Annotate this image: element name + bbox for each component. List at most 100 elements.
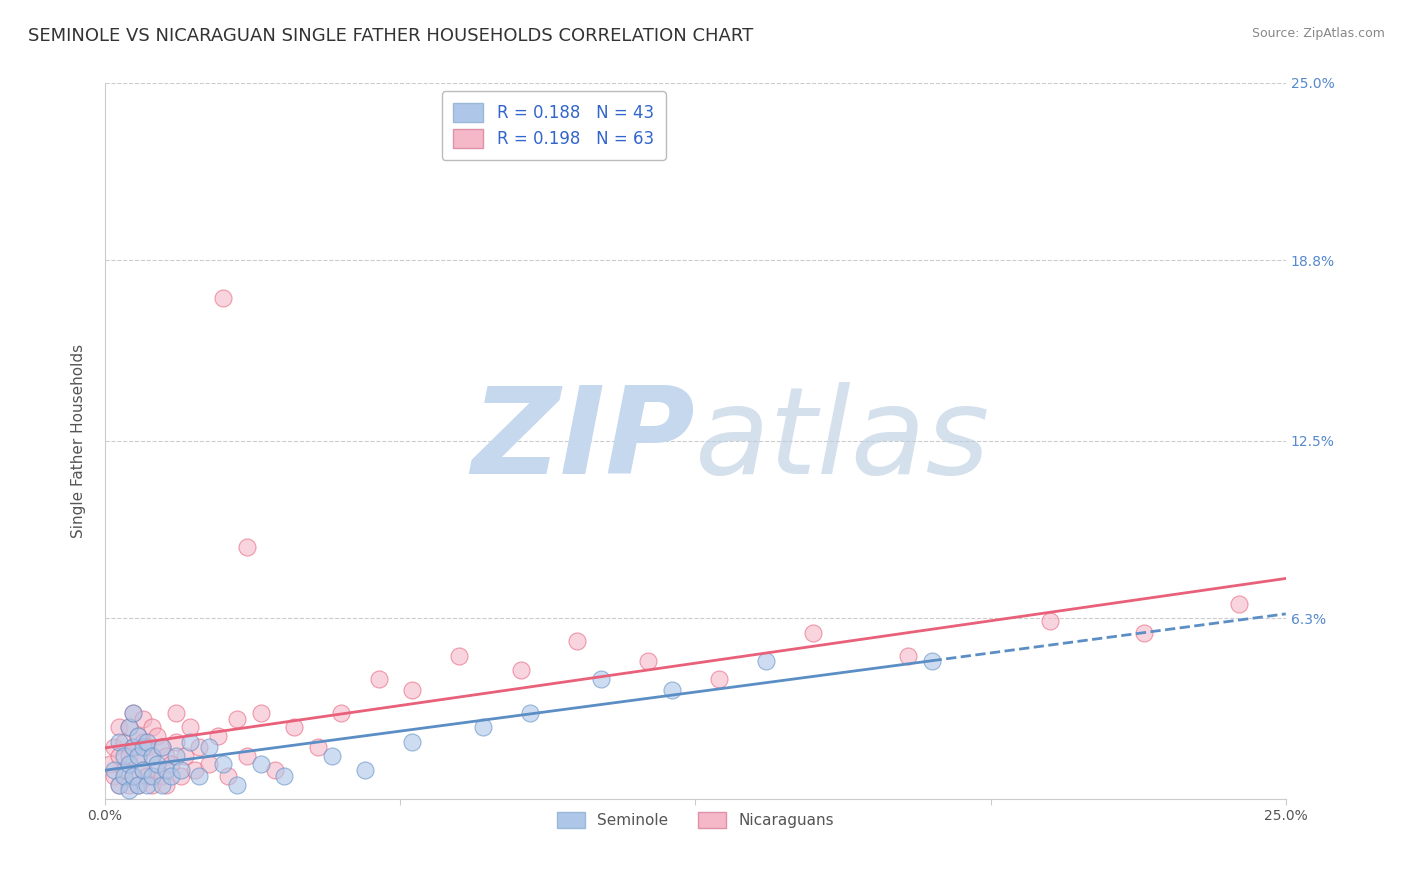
Point (897, 648, 920, 663)
Point (803, 625, 825, 640)
Point (127, 748, 149, 763)
Point (150, 740, 173, 755)
Point (132, 734, 155, 748)
Point (368, 672, 391, 686)
Point (155, 763, 177, 777)
Point (127, 777, 149, 791)
Point (122, 769, 145, 783)
Point (921, 654, 943, 668)
Point (141, 720, 163, 734)
Point (264, 763, 287, 777)
Point (150, 777, 173, 791)
Point (122, 706, 145, 720)
Legend: Seminole, Nicaraguans: Seminole, Nicaraguans (551, 806, 839, 834)
Point (183, 763, 205, 777)
Point (165, 748, 187, 763)
Point (1133, 625, 1156, 640)
Point (174, 748, 197, 763)
Point (155, 777, 177, 791)
Point (103, 769, 125, 783)
Point (330, 706, 353, 720)
Point (127, 777, 149, 791)
Point (150, 740, 173, 755)
Point (122, 769, 145, 783)
Point (122, 706, 145, 720)
Point (707, 672, 730, 686)
Text: atlas: atlas (696, 383, 991, 500)
Point (250, 706, 273, 720)
Point (321, 748, 343, 763)
Point (217, 769, 239, 783)
Point (509, 663, 531, 677)
Point (165, 706, 187, 720)
Point (160, 757, 183, 772)
Point (169, 769, 191, 783)
Point (141, 748, 163, 763)
Point (112, 748, 135, 763)
Point (132, 740, 155, 755)
Point (117, 748, 139, 763)
Point (141, 777, 163, 791)
Point (198, 757, 221, 772)
Point (136, 740, 159, 755)
Point (198, 740, 221, 755)
Point (146, 763, 169, 777)
Point (136, 777, 159, 791)
Point (283, 720, 305, 734)
Point (226, 712, 249, 726)
Point (141, 748, 163, 763)
Text: SEMINOLE VS NICARAGUAN SINGLE FATHER HOUSEHOLDS CORRELATION CHART: SEMINOLE VS NICARAGUAN SINGLE FATHER HOU… (28, 27, 754, 45)
Point (117, 720, 139, 734)
Point (103, 763, 125, 777)
Point (146, 729, 169, 743)
Point (122, 740, 145, 755)
Point (519, 706, 541, 720)
Point (132, 763, 155, 777)
Point (132, 763, 155, 777)
Point (112, 769, 135, 783)
Point (165, 734, 187, 748)
Point (136, 734, 159, 748)
Point (127, 729, 149, 743)
Point (188, 740, 211, 755)
Point (589, 672, 612, 686)
Point (449, 648, 471, 663)
Point (117, 720, 139, 734)
Point (146, 757, 169, 772)
Point (117, 777, 139, 791)
Point (141, 769, 163, 783)
Point (108, 777, 131, 791)
Point (179, 734, 201, 748)
Point (401, 734, 423, 748)
Point (567, 634, 589, 648)
Point (353, 763, 375, 777)
Point (1039, 615, 1062, 629)
Point (188, 769, 211, 783)
Point (250, 757, 273, 772)
Point (117, 783, 139, 797)
Point (235, 540, 257, 554)
Point (127, 729, 149, 743)
Point (401, 683, 423, 698)
Point (207, 729, 229, 743)
Point (273, 769, 295, 783)
Point (108, 720, 131, 734)
Point (136, 769, 159, 783)
Point (122, 740, 145, 755)
Point (112, 763, 135, 777)
Point (117, 757, 139, 772)
Point (307, 740, 329, 755)
Y-axis label: Single Father Households: Single Father Households (72, 343, 86, 538)
Point (212, 291, 235, 305)
Point (108, 777, 131, 791)
Point (132, 712, 155, 726)
Point (108, 748, 131, 763)
Point (108, 734, 131, 748)
Point (98, 757, 121, 772)
Point (160, 769, 183, 783)
Text: ZIP: ZIP (471, 383, 696, 500)
Point (755, 654, 778, 668)
Point (179, 720, 201, 734)
Point (127, 748, 149, 763)
Point (226, 777, 249, 791)
